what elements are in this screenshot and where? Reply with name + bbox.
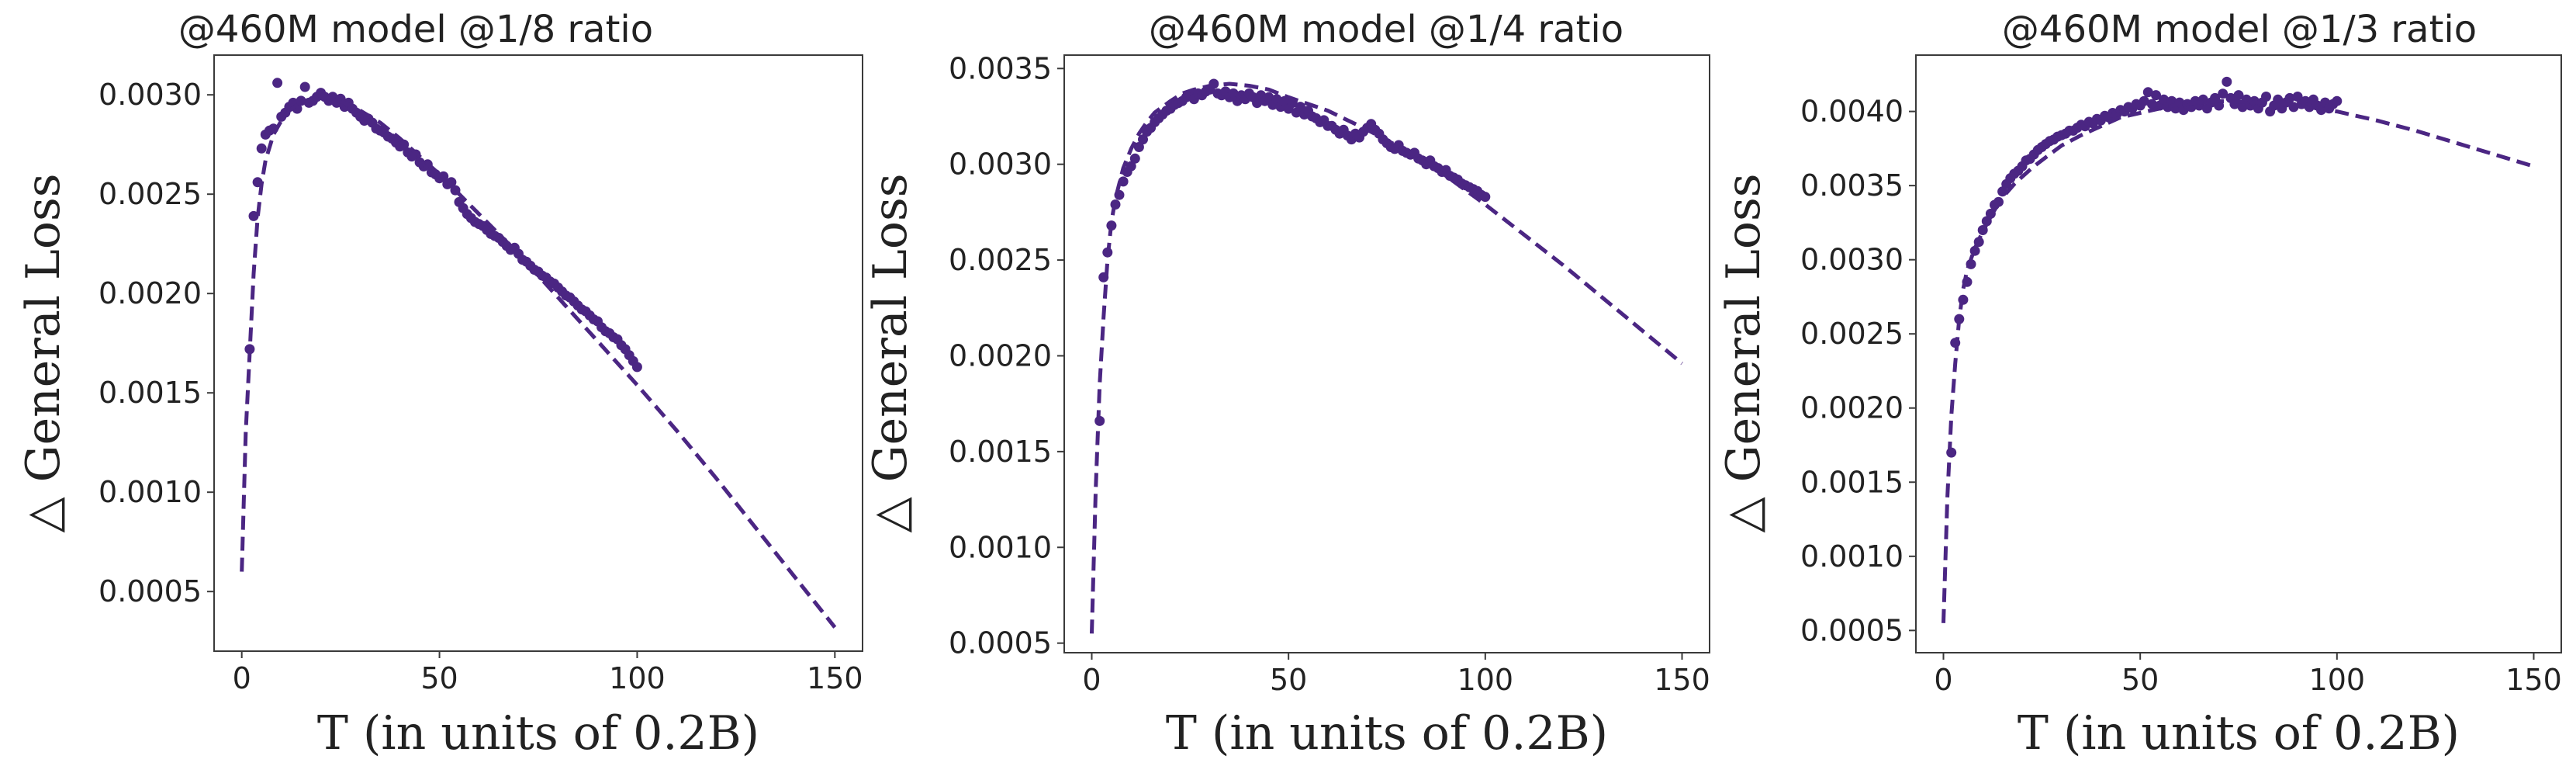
y-tick-label: 0.0015 — [1800, 465, 1903, 499]
x-tick-label: 50 — [2121, 663, 2159, 697]
data-point — [2292, 92, 2303, 102]
data-point — [2233, 90, 2244, 101]
data-point — [299, 81, 310, 92]
data-point — [2304, 102, 2315, 113]
x-axis-ticks: 0 50 100 150 — [1934, 653, 2562, 697]
x-tick-label: 100 — [1457, 663, 1514, 697]
chart-title: @460M model @1/3 ratio — [2002, 8, 2477, 51]
y-axis-label: △ General Loss — [863, 173, 918, 532]
y-tick-label: 0.0030 — [949, 147, 1052, 182]
data-point — [2142, 87, 2153, 98]
data-point — [1295, 102, 1305, 113]
y-tick-label: 0.0025 — [949, 243, 1052, 277]
data-point — [2151, 90, 2161, 101]
y-axis-label: △ General Loss — [16, 173, 71, 532]
plot-frame — [213, 54, 863, 652]
x-tick-label: 150 — [807, 661, 863, 695]
y-tick-label: 0.0005 — [1800, 613, 1903, 647]
data-point — [2218, 88, 2228, 99]
x-axis-ticks: 0 50 100 150 — [1082, 653, 1710, 697]
data-point — [1271, 94, 1282, 105]
data-point — [248, 210, 259, 221]
data-point — [2222, 76, 2232, 87]
data-point — [2159, 94, 2170, 105]
y-axis-label: △ General Loss — [1717, 173, 1771, 532]
data-point — [2284, 92, 2295, 103]
data-point — [2332, 95, 2343, 106]
data-point — [2146, 99, 2157, 109]
plot-frame — [1063, 54, 1710, 653]
y-axis-ticks: 0.0005 0.0010 0.0015 0.0020 0.0025 0.0030 0.00… — [949, 51, 1064, 660]
chart-title: @460M model @1/8 ratio — [178, 8, 653, 51]
chart-panel-3: @460M model @1/3 ratio 0.0005 0.0010 0.001… — [1717, 8, 2562, 761]
y-tick-label: 0.0010 — [949, 530, 1052, 564]
y-tick-label: 0.0030 — [99, 78, 202, 112]
x-tick-label: 150 — [2505, 663, 2562, 697]
data-point — [2237, 102, 2248, 113]
x-tick-label: 50 — [420, 661, 458, 695]
data-point — [1985, 208, 1996, 219]
plot-marks — [240, 78, 837, 629]
data-point — [2261, 92, 2271, 102]
chart-panel-2: @460M model @1/4 ratio 0.0005 0.0010 0.001… — [863, 8, 1710, 761]
data-point — [1129, 153, 1140, 164]
y-tick-label: 0.0040 — [1800, 95, 1903, 129]
data-point — [1125, 161, 1136, 172]
x-axis-label: T (in units of 0.2B) — [1166, 706, 1608, 761]
fit-curve — [1942, 99, 2535, 623]
chart-title: @460M model @1/4 ratio — [1149, 8, 1623, 51]
y-tick-label: 0.0015 — [949, 435, 1052, 469]
x-tick-label: 0 — [1934, 663, 1952, 697]
fit-curve — [240, 95, 837, 629]
x-tick-label: 0 — [233, 661, 251, 695]
x-tick-label: 100 — [2309, 663, 2366, 697]
plot-frame — [1915, 54, 2562, 653]
x-tick-label: 100 — [609, 661, 666, 695]
y-axis-ticks: 0.0005 0.0010 0.0015 0.0020 0.0025 0.0030 — [99, 78, 214, 608]
data-point — [1133, 142, 1144, 152]
y-tick-label: 0.0015 — [99, 376, 202, 410]
data-point — [631, 362, 642, 373]
plot-marks — [1090, 78, 1684, 634]
x-tick-label: 150 — [1654, 663, 1710, 697]
y-tick-label: 0.0035 — [1800, 168, 1903, 203]
data-point — [1138, 134, 1148, 145]
chart-panel-1: @460M model @1/8 ratio 0.0005 0.0010 0.001… — [16, 8, 863, 761]
x-axis-label: T (in units of 0.2B) — [2018, 706, 2460, 761]
data-point — [2139, 95, 2149, 106]
data-point — [1997, 186, 2008, 197]
y-tick-label: 0.0025 — [1800, 317, 1903, 351]
data-point — [272, 78, 283, 88]
y-tick-label: 0.0005 — [949, 626, 1052, 660]
x-axis-label: T (in units of 0.2B) — [317, 706, 759, 761]
data-point — [1264, 92, 1274, 102]
data-point — [1969, 245, 1980, 256]
y-tick-label: 0.0005 — [99, 574, 202, 608]
x-tick-label: 0 — [1082, 663, 1101, 697]
data-point — [1228, 88, 1239, 99]
y-tick-label: 0.0035 — [949, 51, 1052, 85]
y-tick-label: 0.0020 — [99, 276, 202, 310]
y-tick-label: 0.0030 — [1800, 243, 1903, 277]
x-axis-ticks: 0 50 100 150 — [233, 651, 863, 695]
x-tick-label: 50 — [1270, 663, 1307, 697]
y-tick-label: 0.0010 — [1800, 539, 1903, 574]
y-tick-label: 0.0020 — [1800, 391, 1903, 425]
y-tick-label: 0.0020 — [949, 338, 1052, 373]
y-tick-label: 0.0025 — [99, 177, 202, 211]
plot-marks — [1942, 76, 2535, 623]
y-tick-label: 0.0010 — [99, 475, 202, 509]
data-point — [256, 143, 267, 154]
data-point — [1252, 98, 1263, 109]
fit-curve — [1090, 81, 1684, 634]
data-point — [1480, 192, 1491, 203]
y-axis-ticks: 0.0005 0.0010 0.0015 0.0020 0.0025 0.0030 0.00… — [1800, 95, 1916, 647]
